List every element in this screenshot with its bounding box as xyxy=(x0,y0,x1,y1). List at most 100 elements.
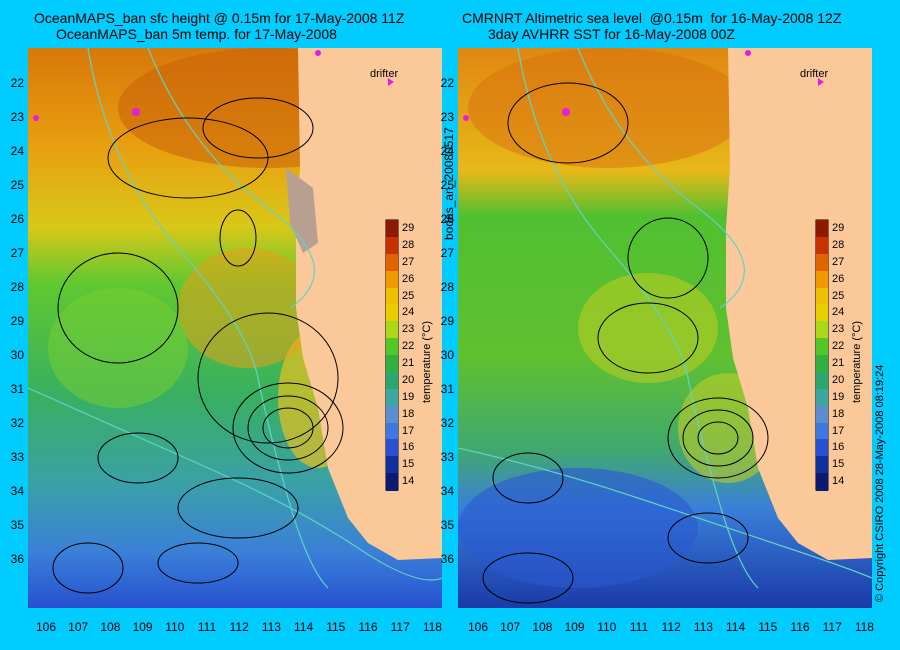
longitude-label: 109 xyxy=(132,620,153,634)
colorbar-segment xyxy=(386,422,398,440)
colorbar-segment xyxy=(816,304,828,322)
colorbar-segment xyxy=(386,321,398,339)
model-run-label: bodas_an_20080517 xyxy=(442,127,456,240)
colorbar-tick-label: 18 xyxy=(402,407,415,420)
longitude-label: 110 xyxy=(165,620,185,634)
colorbar-tick-label: 20 xyxy=(402,373,415,386)
longitude-label: 118 xyxy=(422,620,442,634)
latitude-label: 32 xyxy=(440,416,454,430)
colorbar-segment xyxy=(816,355,828,373)
colorbar-segment xyxy=(386,456,398,474)
colorbar-tick-label: 19 xyxy=(402,390,415,403)
longitude-label: 117 xyxy=(390,620,410,634)
longitude-label: 106 xyxy=(35,620,57,634)
latitude-label: 25 xyxy=(440,178,454,192)
colorbar-segment xyxy=(816,473,828,491)
right-colorbar xyxy=(816,220,828,491)
latitude-label: 24 xyxy=(440,144,454,158)
colorbar-segment xyxy=(386,473,398,491)
colorbar-segment xyxy=(816,253,828,272)
latitude-label: 25 xyxy=(10,178,24,192)
colorbar-tick-label: 25 xyxy=(402,289,415,302)
latitude-label: 31 xyxy=(10,382,24,396)
latitude-label: 27 xyxy=(440,246,454,260)
colorbar-segment xyxy=(816,405,828,423)
colorbar-segment xyxy=(386,388,398,407)
right-panel-title-2: 3day AVHRR SST for 16-May-2008 00Z xyxy=(488,26,735,42)
longitude-label: 109 xyxy=(564,620,585,634)
colorbar-tick-label: 16 xyxy=(832,441,845,454)
colorbar-segment xyxy=(386,253,398,272)
colorbar-segment xyxy=(816,456,828,474)
colorbar-tick-label: 26 xyxy=(402,272,415,285)
colorbar-segment xyxy=(816,388,828,407)
colorbar-tick-label: 22 xyxy=(402,340,415,353)
right-colorbar-ticks: 29 28 27 26 25 24 23 22 21 20 19 18 17 16 15 14 xyxy=(832,220,854,490)
longitude-label: 115 xyxy=(758,620,778,634)
right-panel-title-1: CMRNRT Altimetric sea level @0.15m for 1… xyxy=(462,10,842,26)
longitude-label: 113 xyxy=(693,620,713,634)
latitude-label: 29 xyxy=(440,314,454,328)
longitude-label: 110 xyxy=(597,620,617,634)
colorbar-tick-label: 21 xyxy=(402,357,415,369)
colorbar-tick-label: 29 xyxy=(832,222,845,234)
left-panel-title-2: OceanMAPS_ban 5m temp. for 17-May-2008 xyxy=(56,26,337,42)
left-colorbar xyxy=(386,220,398,491)
colorbar-tick-label: 19 xyxy=(832,390,845,403)
latitude-label: 30 xyxy=(440,348,454,362)
latitude-label: 36 xyxy=(10,552,24,566)
left-map-graphic xyxy=(28,48,442,608)
colorbar-tick-label: 17 xyxy=(832,424,845,437)
colorbar-segment xyxy=(386,287,398,305)
colorbar-segment xyxy=(386,355,398,373)
right-colorbar-label: temperature (°C) xyxy=(851,320,863,403)
copyright-label: © Copyright CSIRO 2008 28-May-2008 08:19… xyxy=(874,364,886,602)
colorbar-tick-label: 27 xyxy=(402,255,415,268)
colorbar-tick-label: 20 xyxy=(832,373,845,386)
colorbar-segment xyxy=(386,405,398,423)
longitude-label: 108 xyxy=(100,620,121,634)
latitude-label: 22 xyxy=(10,76,24,90)
latitude-label: 23 xyxy=(440,110,454,124)
latitude-label: 33 xyxy=(10,450,24,464)
colorbar-tick-label: 15 xyxy=(832,458,845,471)
colorbar-tick-label: 21 xyxy=(832,357,845,369)
colorbar-segment xyxy=(386,338,398,356)
latitude-label: 26 xyxy=(440,212,454,226)
latitude-label: 27 xyxy=(10,246,24,260)
colorbar-segment xyxy=(386,270,398,288)
longitude-label: 111 xyxy=(629,620,649,634)
colorbar-segment xyxy=(816,287,828,305)
colorbar-tick-label: 27 xyxy=(832,255,845,268)
longitude-label: 106 xyxy=(467,620,489,634)
longitude-label: 118 xyxy=(854,620,874,634)
colorbar-tick-label: 15 xyxy=(402,458,415,471)
latitude-label: 28 xyxy=(440,280,454,294)
colorbar-tick-label: 29 xyxy=(402,222,415,234)
colorbar-tick-label: 26 xyxy=(832,272,845,285)
latitude-label: 34 xyxy=(440,484,454,498)
latitude-label: 22 xyxy=(440,76,454,90)
colorbar-tick-label: 28 xyxy=(402,238,415,251)
longitude-label: 112 xyxy=(661,620,681,634)
right-drifter-label: drifter xyxy=(800,68,829,80)
latitude-label: 33 xyxy=(440,450,454,464)
left-drifter-label: drifter xyxy=(370,68,399,80)
longitude-label: 115 xyxy=(326,620,346,634)
latitude-label: 23 xyxy=(10,110,24,124)
colorbar-segment xyxy=(386,304,398,322)
latitude-label: 32 xyxy=(10,416,24,430)
colorbar-tick-label: 22 xyxy=(832,340,845,353)
colorbar-segment xyxy=(386,236,398,255)
longitude-label: 107 xyxy=(68,620,89,634)
colorbar-segment xyxy=(386,439,398,457)
latitude-label: 31 xyxy=(440,382,454,396)
latitude-label: 34 xyxy=(10,484,24,498)
latitude-label: 36 xyxy=(440,552,454,566)
colorbar-tick-label: 16 xyxy=(402,441,415,454)
colorbar-segment xyxy=(816,236,828,255)
latitude-label: 28 xyxy=(10,280,24,294)
colorbar-segment xyxy=(816,422,828,440)
colorbar-tick-label: 24 xyxy=(402,306,415,319)
longitude-label: 113 xyxy=(261,620,281,634)
